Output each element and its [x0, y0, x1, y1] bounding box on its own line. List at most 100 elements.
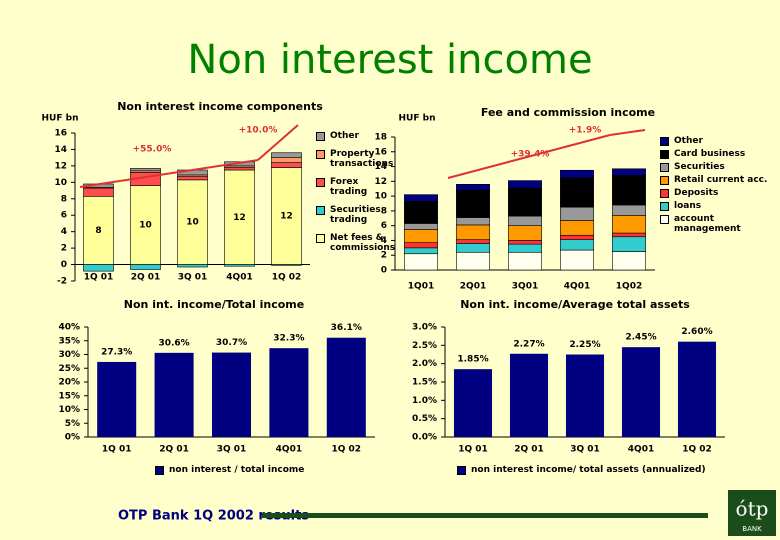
legend-swatch: [316, 132, 325, 141]
legend: non interest income/ total assets (annua…: [457, 465, 737, 481]
legend-item: Securities trading: [316, 205, 390, 225]
trend-arrow: [609, 129, 646, 136]
legend: non interest / total income: [155, 465, 355, 481]
bar-segment: [224, 264, 255, 267]
bar-segment: [508, 225, 542, 241]
bar: [565, 354, 605, 437]
bar-segment: [404, 194, 438, 202]
bar-segment: [560, 239, 594, 251]
y-tick-label: 6: [381, 221, 387, 231]
bar-segment: [560, 249, 594, 271]
y-tick-label: 4: [381, 236, 387, 246]
bar-segment: [560, 206, 594, 221]
footer: OTP Bank 1Q 2002 results: [118, 509, 309, 524]
legend-label: Retail current acc.: [674, 175, 768, 185]
value-label: 10: [186, 218, 199, 228]
y-tick-label: 14: [54, 145, 67, 155]
x-tick-label: 2Q 01: [514, 445, 544, 455]
bar-segment: [83, 264, 114, 272]
logo-box: [728, 490, 776, 536]
legend-swatch: [660, 215, 669, 224]
footer-bar: [262, 513, 708, 518]
value-label: 30.6%: [158, 338, 189, 348]
value-label: 36.1%: [331, 323, 362, 333]
y-tick-label: 0: [381, 266, 387, 276]
legend-label: Net fees & commissions: [330, 233, 396, 253]
legend-swatch: [660, 150, 669, 159]
bar-segment: [177, 264, 208, 268]
value-label: 2.60%: [681, 327, 712, 337]
trend-arrow: [447, 134, 611, 179]
chart-title: Non int. income/Average total assets: [460, 298, 690, 311]
bar-segment: [508, 215, 542, 226]
bar-segment: [560, 234, 594, 241]
y-axis-label: HUF bn: [42, 114, 79, 124]
value-label: 12: [233, 213, 246, 223]
bar-segment: [508, 240, 542, 245]
y-tick-label: 8: [381, 206, 387, 216]
legend-label: Deposits: [674, 188, 719, 198]
x-tick-label: 4Q01: [628, 445, 654, 455]
y-tick-label: 10: [374, 192, 387, 202]
bar-segment: [456, 183, 490, 191]
y-tick-label: 16: [374, 147, 387, 157]
bar-segment: [404, 229, 438, 243]
x-tick-label: 3Q 01: [217, 445, 247, 455]
y-tick-label: 2: [381, 251, 387, 261]
legend-label: Securities trading: [330, 205, 381, 225]
bar: [677, 341, 717, 437]
bar-segment: [612, 251, 646, 271]
y-tick-label: 0: [61, 260, 67, 270]
y-tick-label: 1.5%: [412, 378, 437, 388]
legend: Other Property transactions Forex trading S…: [316, 131, 395, 261]
bar-segment: [224, 161, 255, 167]
chart-title: Non int. income/Total income: [124, 298, 304, 311]
bar-segment: [560, 220, 594, 236]
bar-segment: [612, 168, 646, 176]
bar-segment: [456, 217, 490, 226]
value-label: 2.27%: [513, 339, 544, 349]
value-label: 1.85%: [457, 355, 488, 365]
y-tick-label: 15%: [58, 391, 80, 401]
y-tick-label: 0.5%: [412, 414, 437, 424]
y-tick-label: 0.0%: [412, 433, 437, 443]
chart-title: Fee and commission income: [481, 106, 655, 119]
legend-swatch: [155, 466, 164, 475]
value-label: 30.7%: [216, 338, 247, 348]
annotation: +10.0%: [239, 126, 278, 136]
x-tick-label: 1Q 01: [458, 445, 488, 455]
bar-segment: [508, 187, 542, 217]
bar: [621, 347, 661, 437]
bar-segment: [271, 157, 302, 163]
value-label: 8: [95, 226, 101, 236]
y-tick-label: 0%: [65, 433, 80, 443]
y-tick-label: 6: [61, 211, 67, 221]
y-tick-label: 10: [54, 178, 67, 188]
value-label: 10: [139, 221, 152, 231]
bar-segment: [508, 251, 542, 271]
value-label: 32.3%: [273, 334, 304, 344]
legend-swatch: [457, 466, 466, 475]
y-tick-label: 2.5%: [412, 341, 437, 351]
x-tick-label: 1Q 01: [102, 445, 132, 455]
bar-segment: [560, 169, 594, 178]
y-tick-label: 12: [54, 161, 67, 171]
y-tick-label: 40%: [58, 323, 80, 333]
legend-label: Securities: [674, 162, 725, 172]
bar-segment: [456, 239, 490, 244]
bar-segment: [224, 167, 255, 171]
bar-segment: [177, 176, 208, 181]
bar-segment: [404, 247, 438, 255]
bar-segment: [271, 162, 302, 168]
value-label: 2.45%: [625, 333, 656, 343]
bar: [211, 352, 252, 437]
bar-segment: [508, 180, 542, 189]
bar: [97, 361, 137, 437]
y-tick-label: 3.0%: [412, 323, 437, 333]
legend-label: Card business: [674, 149, 746, 159]
value-label: 27.3%: [101, 347, 132, 357]
legend-item: Securities: [660, 162, 778, 172]
legend-swatch: [660, 163, 669, 172]
y-tick-label: 25%: [58, 364, 80, 374]
